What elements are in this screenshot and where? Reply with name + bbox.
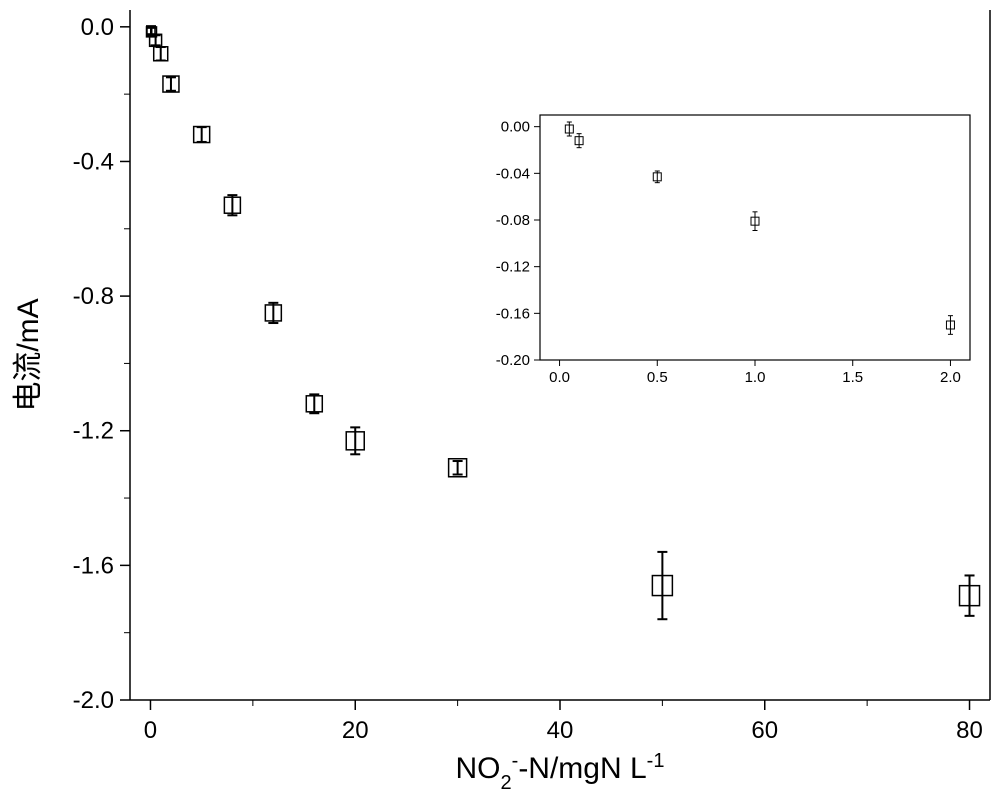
y-axis-label: 电流/mA (12, 298, 45, 411)
inset-y-tick-label: -0.08 (496, 212, 530, 229)
inset-x-tick-label: 0.0 (549, 369, 570, 386)
inset-y-tick-label: -0.12 (496, 259, 530, 276)
y-tick-label: -1.6 (73, 552, 114, 579)
x-tick-label: 20 (342, 717, 369, 744)
y-tick-label: 0.0 (81, 14, 114, 41)
inset-y-tick-label: -0.04 (496, 165, 530, 182)
inset-x-tick-label: 1.5 (842, 369, 863, 386)
inset-y-tick-label: -0.20 (496, 352, 530, 369)
y-tick-label: -2.0 (73, 687, 114, 714)
chart-container: 0 20 40 60 80 0.0 -0.4 -0.8 -1.2 -1.6 -2.0 NO2--N/m… (0, 0, 1000, 800)
inset-y-tick-label: 0.00 (501, 119, 530, 136)
x-tick-label: 80 (956, 717, 983, 744)
inset-x-tick-label: 1.0 (745, 369, 766, 386)
chart-svg: 0 20 40 60 80 0.0 -0.4 -0.8 -1.2 -1.6 -2.0 NO2--N/m… (0, 0, 1000, 800)
x-tick-label: 0 (144, 717, 157, 744)
y-tick-label: -1.2 (73, 418, 114, 445)
x-tick-label: 40 (547, 717, 574, 744)
inset-frame (540, 115, 970, 360)
y-tick-label: -0.8 (73, 283, 114, 310)
x-axis-label: NO2--N/mgN L-1 (456, 750, 665, 794)
inset-y-tick-label: -0.16 (496, 305, 530, 322)
y-tick-label: -0.4 (73, 148, 114, 175)
inset-x-tick-label: 2.0 (940, 369, 961, 386)
x-tick-label: 60 (751, 717, 778, 744)
inset-x-tick-label: 0.5 (647, 369, 668, 386)
